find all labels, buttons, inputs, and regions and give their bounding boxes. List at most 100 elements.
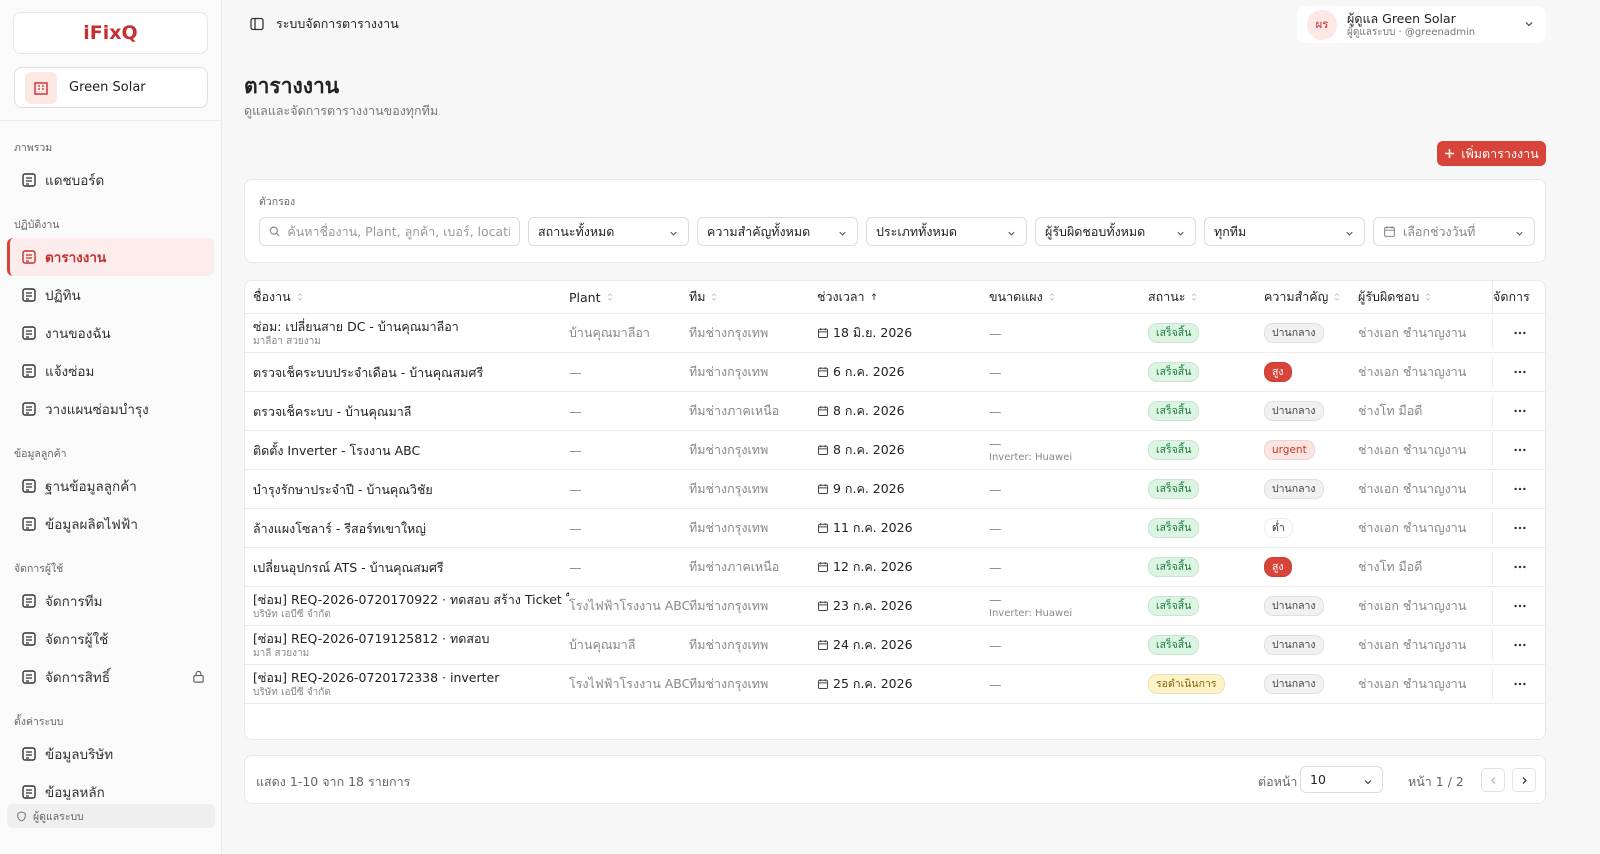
more-button[interactable]: [1513, 404, 1527, 418]
table-row[interactable]: [ซ่อม] REQ-2026-0720172338 · inverter บริ…: [245, 665, 1545, 704]
more-button[interactable]: [1513, 482, 1527, 496]
filter-select-label: ประเภททั้งหมด: [876, 223, 958, 239]
column-header[interactable]: Plant: [569, 290, 689, 305]
column-header[interactable]: ความสำคัญ: [1264, 287, 1358, 307]
team: ทีมช่างภาคเหนือ: [689, 559, 780, 574]
date: 9 ก.ค. 2026: [833, 481, 905, 496]
nav-label: ข้อมูลผลิตไฟฟ้า: [45, 517, 138, 533]
team: ทีมช่างกรุงเทพ: [689, 325, 769, 340]
per-page-select[interactable]: 10: [1300, 766, 1383, 793]
column-header[interactable]: ช่วงเวลา: [817, 287, 989, 307]
more-button[interactable]: [1513, 560, 1527, 574]
nav-item[interactable]: ตารางงาน: [7, 238, 214, 276]
more-button[interactable]: [1513, 326, 1527, 340]
filter-select[interactable]: ประเภททั้งหมด: [866, 217, 1027, 246]
nav-item[interactable]: แจ้งซ่อม: [7, 352, 214, 390]
priority-badge: สูง: [1264, 557, 1292, 577]
filter-select[interactable]: ทุกทีม: [1204, 217, 1365, 246]
calendar-icon: [817, 327, 829, 339]
nav-section: ภาพรวม แดชบอร์ด: [0, 137, 221, 199]
status-cell: รอดำเนินการ: [1148, 674, 1264, 694]
nav-item[interactable]: ข้อมูลหลัก: [7, 773, 214, 800]
priority-cell: ปานกลาง: [1264, 674, 1358, 694]
panel-size: —: [989, 559, 1002, 575]
user-name: ผู้ดูแล Green Solar: [1347, 10, 1456, 26]
column-header[interactable]: สถานะ: [1148, 287, 1264, 307]
more-button[interactable]: [1513, 365, 1527, 379]
nav-section: ปฏิบัติงาน ตารางงาน ปฏิทิน งานของฉัน แจ้งซ่อ…: [0, 214, 221, 428]
nav-item[interactable]: ข้อมูลบริษัท: [7, 735, 214, 773]
table-row[interactable]: [ซ่อม] REQ-2026-0720170922 · ทดสอบ สร้าง…: [245, 587, 1545, 626]
size-cell: —: [989, 638, 1148, 653]
filter-card: ตัวกรอง ค้นหาชื่องาน, Plant, ลูกค้า, เบอ…: [244, 179, 1546, 263]
nav-section: ข้อมูลลูกค้า ฐานข้อมูลลูกค้า ข้อมูลผลิตไฟฟ…: [0, 443, 221, 543]
table-row[interactable]: ติดตั้ง Inverter - โรงงาน ABC — ทีมช่างกรุ…: [245, 431, 1545, 470]
team: ทีมช่างกรุงเทพ: [689, 598, 769, 613]
next-page[interactable]: [1512, 768, 1536, 792]
table-row[interactable]: ตรวจเช็คระบบ - บ้านคุณมาลี — ทีมช่างภาคเหน…: [245, 392, 1545, 431]
actions-cell: [1492, 668, 1545, 700]
filter-select[interactable]: ผู้รับผิดชอบทั้งหมด: [1035, 217, 1196, 246]
prev-page[interactable]: [1481, 768, 1505, 792]
nav-item[interactable]: วางแผนซ่อมบำรุง: [7, 390, 214, 428]
column-header[interactable]: ผู้รับผิดชอบ: [1358, 287, 1492, 307]
nav-item[interactable]: จัดการทีม: [7, 582, 214, 620]
date-cell: 8 ก.ค. 2026: [817, 440, 989, 460]
date-range[interactable]: เลือกช่วงวันที่: [1373, 217, 1535, 246]
more-button[interactable]: [1513, 638, 1527, 652]
nav-item[interactable]: จัดการสิทธิ์: [7, 658, 214, 696]
table-row[interactable]: ตรวจเช็คระบบประจำเดือน - บ้านคุณสมศรี — ที…: [245, 353, 1545, 392]
more-button[interactable]: [1513, 521, 1527, 535]
nav-item[interactable]: ปฏิทิน: [7, 276, 214, 314]
table-row[interactable]: ซ่อม: เปลี่ยนสาย DC - บ้านคุณมาลีอา มาลีอ…: [245, 314, 1545, 353]
panel-size: —: [989, 520, 1002, 536]
job-title: ติดตั้ง Inverter - โรงงาน ABC: [253, 442, 421, 458]
nav-item[interactable]: ฐานข้อมูลลูกค้า: [7, 467, 214, 505]
actions-cell: [1492, 356, 1545, 388]
table-row[interactable]: ล้างแผงโซลาร์ - รีสอร์ทเขาใหญ่ — ทีมช่างกร…: [245, 509, 1545, 548]
column-header[interactable]: ขนาดแผง: [989, 287, 1148, 307]
chevron: [837, 228, 848, 239]
priority-badge: ต่ำ: [1264, 518, 1293, 538]
filter-select[interactable]: สถานะทั้งหมด: [528, 217, 689, 246]
job-cell: ซ่อม: เปลี่ยนสาย DC - บ้านคุณมาลีอา มาลีอ…: [253, 318, 569, 348]
filter-select[interactable]: ความสำคัญทั้งหมด: [697, 217, 858, 246]
calendar-icon: [817, 405, 829, 417]
user-menu[interactable]: ผร ผู้ดูแล Green Solar ผู้ดูแลระบบ · @gr…: [1297, 6, 1546, 43]
table-row[interactable]: เปลี่ยนอุปกรณ์ ATS - บ้านคุณสมศรี — ทีมช่า…: [245, 548, 1545, 587]
page-title: ตารางงาน: [244, 74, 340, 98]
status-cell: เสร็จสิ้น: [1148, 635, 1264, 655]
nav: ภาพรวม แดชบอร์ดปฏิบัติงาน ตารางงาน ปฏิทิน งา…: [0, 137, 221, 800]
table-row[interactable]: บำรุงรักษาประจำปี - บ้านคุณวิชัย — ทีมช่าง…: [245, 470, 1545, 509]
team: ทีมช่างกรุงเทพ: [689, 676, 769, 691]
job-cell: ตรวจเช็คระบบประจำเดือน - บ้านคุณสมศรี: [253, 364, 569, 381]
priority-cell: สูง: [1264, 362, 1358, 382]
table-row[interactable]: [ซ่อม] REQ-2026-0719125812 · ทดสอบ มาลี ส…: [245, 626, 1545, 665]
nav-section: ตั้งค่าระบบ ข้อมูลบริษัท ข้อมูลหลัก: [0, 711, 221, 800]
more-button[interactable]: [1513, 443, 1527, 457]
sidebar-toggle[interactable]: [250, 17, 264, 31]
sort-icon: [1332, 292, 1342, 302]
priority-badge: ปานกลาง: [1264, 323, 1324, 343]
brand-logo[interactable]: iFixQ: [13, 12, 208, 54]
icon: [21, 784, 37, 800]
column-header[interactable]: ทีม: [689, 287, 817, 307]
column-label: ช่วงเวลา: [817, 289, 865, 304]
org-switcher[interactable]: Green Solar: [14, 67, 208, 108]
column-header[interactable]: ชื่องาน: [253, 287, 569, 307]
assignee: ช่างเอก ชำนาญงาน: [1358, 325, 1467, 340]
nav-item[interactable]: ข้อมูลผลิตไฟฟ้า: [7, 505, 214, 543]
more-button[interactable]: [1513, 677, 1527, 691]
size-cell: — Inverter: Huawei: [989, 592, 1148, 620]
more-button[interactable]: [1513, 599, 1527, 613]
assignee: ช่างโท มือดี: [1358, 559, 1423, 574]
priority-cell: ปานกลาง: [1264, 596, 1358, 616]
nav-item[interactable]: จัดการผู้ใช้: [7, 620, 214, 658]
add-button[interactable]: เพิ่มตารางงาน: [1437, 141, 1546, 166]
date-cell: 8 ก.ค. 2026: [817, 401, 989, 421]
job-title: ตรวจเช็คระบบประจำเดือน - บ้านคุณสมศรี: [253, 364, 484, 380]
nav-item[interactable]: แดชบอร์ด: [7, 161, 214, 199]
nav-item[interactable]: งานของฉัน: [7, 314, 214, 352]
search-input[interactable]: ค้นหาชื่องาน, Plant, ลูกค้า, เบอร์, loca…: [259, 217, 520, 246]
plant: โรงไฟฟ้าโรงงาน ABC: [569, 598, 689, 613]
